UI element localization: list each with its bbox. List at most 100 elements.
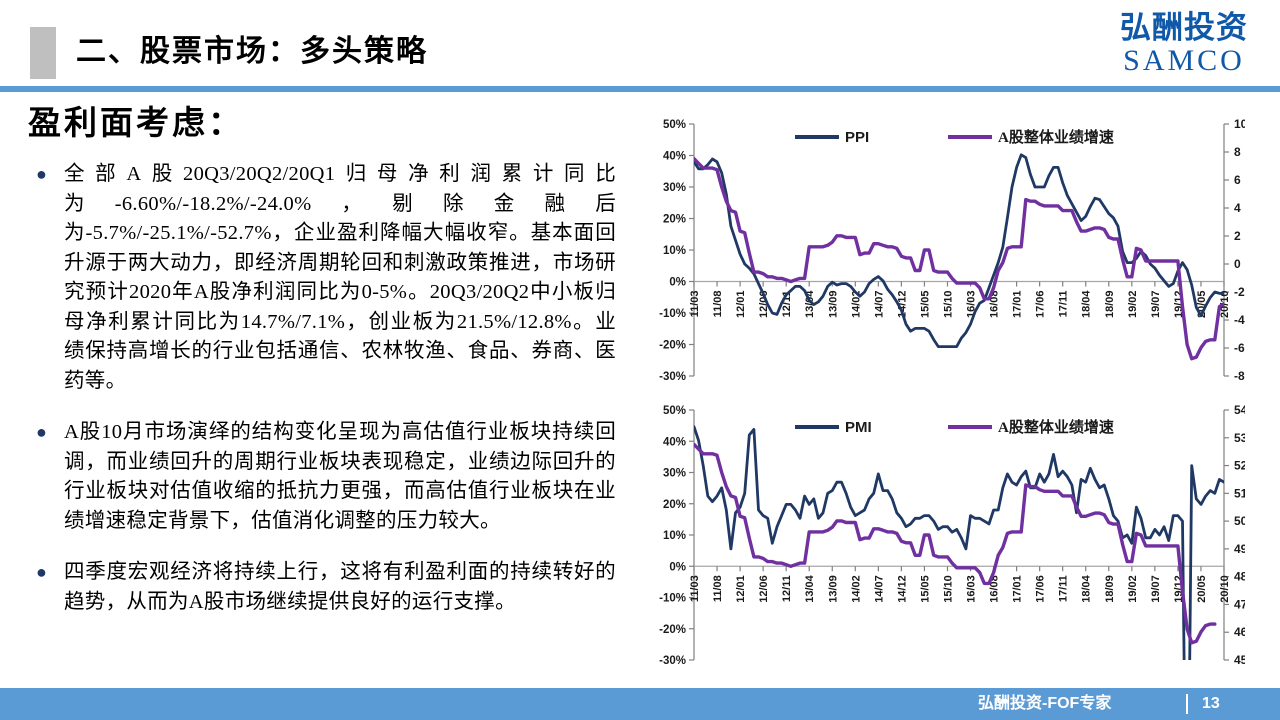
svg-text:17/11: 17/11 xyxy=(1058,575,1070,602)
svg-text:18/09: 18/09 xyxy=(1104,291,1116,319)
svg-text:10: 10 xyxy=(1234,117,1245,131)
bullet-icon: ● xyxy=(36,164,48,184)
svg-text:14/07: 14/07 xyxy=(873,291,885,319)
logo-chinese-text: 弘酬投资 xyxy=(1120,10,1248,45)
svg-text:30%: 30% xyxy=(663,468,686,480)
svg-text:20/10: 20/10 xyxy=(1219,291,1231,319)
svg-text:-10%: -10% xyxy=(659,308,686,320)
svg-text:20%: 20% xyxy=(663,214,686,226)
svg-text:17/11: 17/11 xyxy=(1058,291,1070,318)
svg-text:PMI: PMI xyxy=(845,419,872,436)
svg-text:6: 6 xyxy=(1234,173,1241,187)
svg-text:10%: 10% xyxy=(663,245,686,257)
page-number: 13 xyxy=(1202,695,1220,712)
svg-text:-20%: -20% xyxy=(659,624,686,636)
svg-text:49: 49 xyxy=(1234,542,1245,556)
page-title: 二、股票市场：多头策略 xyxy=(76,35,428,68)
svg-text:18/04: 18/04 xyxy=(1081,290,1093,318)
svg-text:16/08: 16/08 xyxy=(989,575,1001,603)
svg-text:-6: -6 xyxy=(1234,341,1245,355)
bullet-list: ● 全部A股20Q3/20Q2/20Q1归母净利润累计同比为-6.60%/-18.… xyxy=(28,160,616,617)
section-heading: 盈利面考虑： xyxy=(28,106,244,142)
svg-text:-30%: -30% xyxy=(659,655,686,667)
svg-text:20%: 20% xyxy=(663,499,686,511)
svg-text:12/06: 12/06 xyxy=(758,291,770,319)
svg-text:18/09: 18/09 xyxy=(1104,575,1116,603)
svg-text:46: 46 xyxy=(1234,625,1245,639)
svg-text:14/12: 14/12 xyxy=(896,575,908,603)
svg-text:45: 45 xyxy=(1234,653,1245,667)
svg-text:53: 53 xyxy=(1234,431,1245,445)
svg-text:17/01: 17/01 xyxy=(1012,291,1024,319)
svg-text:-30%: -30% xyxy=(659,371,686,383)
svg-text:A股整体业绩增速: A股整体业绩增速 xyxy=(998,128,1114,146)
pmi-earnings-chart: 50% 40% 30% 20% 10% 0% -10% -20% -30% 54 53 52 51 50 4… xyxy=(645,394,1248,686)
svg-text:-20%: -20% xyxy=(659,340,686,352)
svg-text:14/07: 14/07 xyxy=(873,575,885,603)
svg-text:50: 50 xyxy=(1234,514,1245,528)
svg-text:8: 8 xyxy=(1234,145,1241,159)
svg-text:0: 0 xyxy=(1234,257,1241,271)
svg-text:13/09: 13/09 xyxy=(827,291,839,319)
logo-english-text: SAMCO xyxy=(1123,43,1245,77)
svg-text:0%: 0% xyxy=(669,561,686,573)
svg-text:19/07: 19/07 xyxy=(1150,291,1162,319)
header-marker xyxy=(30,27,56,79)
svg-text:14/12: 14/12 xyxy=(896,291,908,319)
svg-text:54: 54 xyxy=(1234,403,1245,417)
svg-text:18/04: 18/04 xyxy=(1081,574,1093,602)
svg-text:20/05: 20/05 xyxy=(1196,575,1208,603)
svg-text:12/01: 12/01 xyxy=(735,291,747,319)
svg-text:13/04: 13/04 xyxy=(804,574,816,602)
svg-text:A股整体业绩增速: A股整体业绩增速 xyxy=(998,418,1114,436)
svg-text:PPI: PPI xyxy=(845,129,869,146)
svg-text:12/01: 12/01 xyxy=(735,575,747,603)
svg-text:15/10: 15/10 xyxy=(942,575,954,603)
svg-text:4: 4 xyxy=(1234,201,1241,215)
svg-text:-2: -2 xyxy=(1234,285,1245,299)
footer-separator xyxy=(1186,694,1188,714)
svg-text:17/06: 17/06 xyxy=(1035,291,1047,319)
svg-text:40%: 40% xyxy=(663,151,686,163)
svg-text:-4: -4 xyxy=(1234,313,1245,327)
header-rule xyxy=(0,86,1280,92)
bullet-item-structure: ● A股10月市场演绎的结构变化呈现为高估值行业板块持续回调，而业绩回升的周期行业… xyxy=(28,418,616,536)
svg-text:14/02: 14/02 xyxy=(850,575,862,603)
svg-text:15/10: 15/10 xyxy=(942,291,954,319)
svg-text:40%: 40% xyxy=(663,436,686,448)
svg-text:17/01: 17/01 xyxy=(1012,575,1024,603)
svg-text:48: 48 xyxy=(1234,570,1245,584)
svg-text:11/03: 11/03 xyxy=(689,291,701,318)
bullet-item-macro: ● 四季度宏观经济将持续上行，这将有利盈利面的持续转好的趋势，从而为A股市场继续提… xyxy=(28,558,616,617)
svg-text:0%: 0% xyxy=(669,277,686,289)
bullet-item-earnings: ● 全部A股20Q3/20Q2/20Q1归母净利润累计同比为-6.60%/-18.… xyxy=(28,160,616,396)
svg-text:19/07: 19/07 xyxy=(1150,575,1162,603)
svg-text:30%: 30% xyxy=(663,182,686,194)
footer-bar: 弘酬投资-FOF专家 13 xyxy=(0,688,1280,720)
footer-brand-text: 弘酬投资-FOF专家 xyxy=(978,695,1112,712)
svg-text:10%: 10% xyxy=(663,530,686,542)
svg-text:50%: 50% xyxy=(663,405,686,417)
svg-text:47: 47 xyxy=(1234,597,1245,611)
bullet-icon: ● xyxy=(36,422,48,442)
svg-text:11/08: 11/08 xyxy=(712,291,724,318)
bullet-icon: ● xyxy=(36,562,48,582)
svg-text:13/09: 13/09 xyxy=(827,575,839,603)
svg-text:11/03: 11/03 xyxy=(689,575,701,602)
svg-text:12/11: 12/11 xyxy=(781,575,793,602)
svg-text:51: 51 xyxy=(1234,486,1245,500)
svg-text:-8: -8 xyxy=(1234,369,1245,383)
svg-text:12/06: 12/06 xyxy=(758,575,770,603)
svg-text:-10%: -10% xyxy=(659,593,686,605)
svg-text:16/08: 16/08 xyxy=(989,291,1001,319)
svg-text:11/08: 11/08 xyxy=(712,575,724,602)
svg-text:52: 52 xyxy=(1234,459,1245,473)
svg-text:19/02: 19/02 xyxy=(1127,575,1139,603)
svg-text:15/05: 15/05 xyxy=(919,575,931,603)
ppi-earnings-chart: 50% 40% 30% 20% 10% 0% -10% -20% -30% 10 8 6 4 2 0 -2 -4… xyxy=(645,104,1248,396)
svg-text:17/06: 17/06 xyxy=(1035,575,1047,603)
svg-text:19/02: 19/02 xyxy=(1127,291,1139,319)
svg-text:20/10: 20/10 xyxy=(1219,575,1231,603)
svg-text:15/05: 15/05 xyxy=(919,291,931,319)
